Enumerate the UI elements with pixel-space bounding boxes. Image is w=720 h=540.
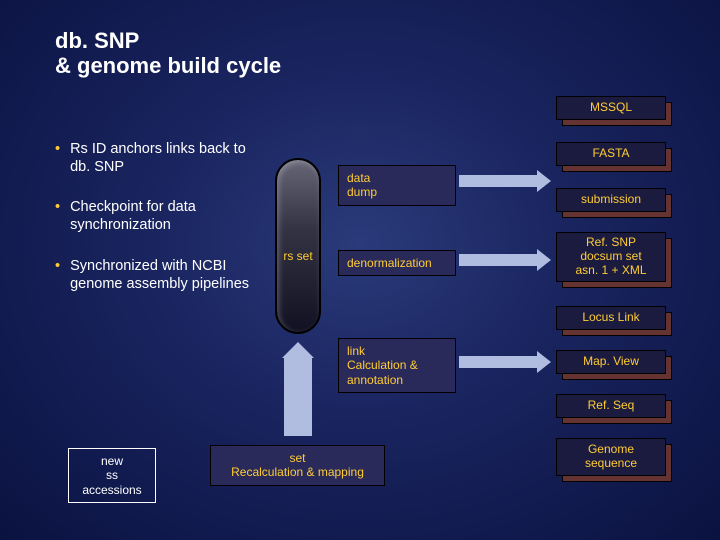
arrow-right-icon xyxy=(459,175,537,187)
stack-submission: submission xyxy=(556,188,666,212)
bullet-dot-icon: • xyxy=(55,257,60,293)
stage-link-calc: link Calculation & annotation xyxy=(338,338,456,393)
bullet-item: • Rs ID anchors links back to db. SNP xyxy=(55,140,260,176)
bullet-text: Synchronized with NCBI genome assembly p… xyxy=(70,257,260,293)
stage-denormalization: denormalization xyxy=(338,250,456,276)
stack-mapview: Map. View xyxy=(556,350,666,374)
stack-fasta: FASTA xyxy=(556,142,666,166)
bullet-item: • Checkpoint for data synchronization xyxy=(55,198,260,234)
new-ss-accessions: new ss accessions xyxy=(68,448,156,503)
stage-data-dump: data dump xyxy=(338,165,456,206)
bullet-text: Checkpoint for data synchronization xyxy=(70,198,260,234)
bullet-text: Rs ID anchors links back to db. SNP xyxy=(70,140,260,176)
arrow-right-icon xyxy=(459,356,537,368)
stack-locuslink: Locus Link xyxy=(556,306,666,330)
stage-recalculation: set Recalculation & mapping xyxy=(210,445,385,486)
slide-title: db. SNP & genome build cycle xyxy=(55,28,281,79)
stack-refsnp-docsum: Ref. SNP docsum set asn. 1 + XML xyxy=(556,232,666,282)
bullet-dot-icon: • xyxy=(55,140,60,176)
arrow-right-icon xyxy=(459,254,537,266)
stack-mssql: MSSQL xyxy=(556,96,666,120)
rs-set-capsule xyxy=(275,158,321,334)
title-line2: & genome build cycle xyxy=(55,53,281,78)
rs-set-label: rs set xyxy=(276,250,320,263)
bullet-list: • Rs ID anchors links back to db. SNP • … xyxy=(55,140,260,315)
bullet-item: • Synchronized with NCBI genome assembly… xyxy=(55,257,260,293)
arrow-up-icon xyxy=(284,358,312,436)
stack-refseq: Ref. Seq xyxy=(556,394,666,418)
stack-genome-seq: Genome sequence xyxy=(556,438,666,476)
bullet-dot-icon: • xyxy=(55,198,60,234)
title-line1: db. SNP xyxy=(55,28,139,53)
